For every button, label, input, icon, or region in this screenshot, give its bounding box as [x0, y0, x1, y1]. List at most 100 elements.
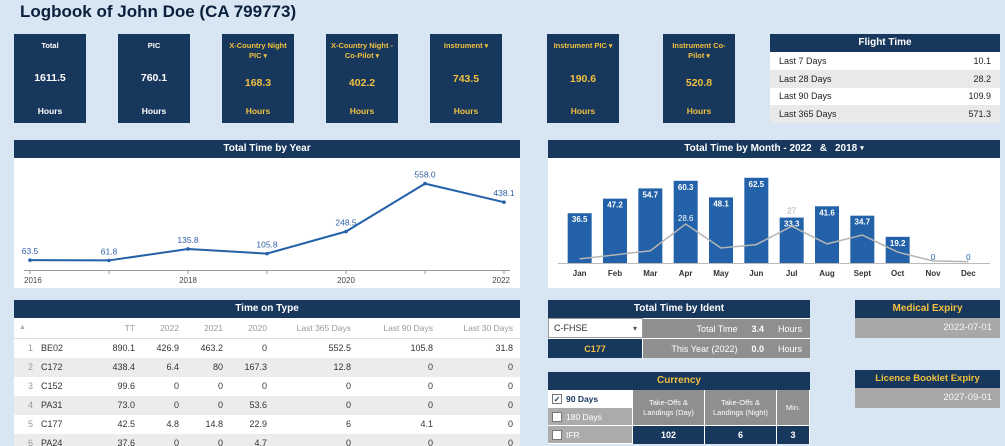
month-chart-title-separator: & — [819, 143, 827, 154]
cell-value: 4.1 — [420, 419, 433, 429]
dropdown-caret-icon: ▾ — [375, 52, 380, 60]
ident-year-value: 0.0 — [751, 343, 764, 354]
column-header[interactable]: Last 90 Days — [383, 323, 433, 333]
kpi-card-6[interactable]: Instrument PIC ▾ 190.6 Hours — [547, 34, 619, 123]
kpi-label: PIC — [147, 41, 161, 50]
currency-title: Currency — [548, 372, 810, 390]
kpi-card-2: PIC 760.1 Hours — [118, 34, 190, 123]
total-time-by-ident-panel: Total Time by Ident C-FHSE ▾ Total Time … — [548, 300, 810, 358]
time-on-type-header-row: ▲ TT 2022 2021 2020 Last 365 Days Last 90 Days… — [14, 318, 520, 339]
ident-highlighted[interactable]: C177 — [548, 338, 643, 358]
currency-panel: Currency ✓ 90 Days 180 Days IFR Take-Offs & … — [548, 372, 810, 444]
currency-option-label: 180 Days — [566, 411, 602, 422]
cell-value: 167.3 — [244, 362, 267, 372]
checkbox-checked-icon[interactable]: ✓ — [552, 393, 562, 404]
svg-text:Apr: Apr — [679, 269, 693, 278]
currency-value: 102 — [633, 426, 705, 444]
cell-value: 0 — [217, 400, 223, 410]
svg-text:2018: 2018 — [179, 276, 197, 285]
cell-value: 80 — [212, 362, 223, 372]
currency-table: ✓ 90 Days 180 Days IFR Take-Offs & Landings … — [548, 390, 810, 444]
time-on-type-title: Time on Type — [14, 300, 520, 318]
kpi-value: 743.5 — [452, 72, 480, 85]
svg-text:62.5: 62.5 — [749, 180, 765, 189]
licence-expiry-panel: Licence Booklet Expiry 2027-09-01 — [855, 370, 1000, 408]
svg-text:2020: 2020 — [337, 276, 355, 285]
ident-select-value: C-FHSE — [554, 323, 588, 333]
flight-time-row-value: 109.9 — [968, 91, 991, 102]
column-header[interactable]: 2022 — [160, 323, 179, 333]
cell-value: 14.8 — [205, 419, 223, 429]
kpi-card-1: Total 1611.5 Hours — [14, 34, 86, 123]
svg-text:0: 0 — [931, 253, 936, 262]
cell-value: 438.4 — [112, 362, 135, 372]
table-row: 1 BE02 890.1 426.9 463.2 0 552.5 105.8 31.8 — [14, 339, 520, 358]
cell-value: 73.0 — [117, 400, 135, 410]
time-on-type-table: ▲ TT 2022 2021 2020 Last 365 Days Last 90 Days… — [14, 318, 520, 446]
column-header[interactable]: 2021 — [204, 323, 223, 333]
currency-option-ifr[interactable]: IFR — [548, 426, 633, 444]
svg-text:Sept: Sept — [854, 269, 872, 278]
month-chart-year-dropdown[interactable]: 2018 ▾ — [835, 140, 864, 158]
svg-text:Feb: Feb — [608, 269, 622, 278]
kpi-card-4[interactable]: X-Country Night - Co-Pilot ▾ 402.2 Hours — [326, 34, 398, 123]
currency-option-180-days[interactable]: 180 Days — [548, 408, 633, 426]
sort-asc-icon[interactable]: ▲ — [19, 324, 26, 331]
dropdown-caret-icon: ▾ — [706, 52, 710, 60]
medical-expiry-date: 2023-07-01 — [855, 318, 1000, 338]
ident-title: Total Time by Ident — [548, 300, 810, 318]
cell-value: 31.8 — [495, 343, 513, 353]
cell-value: 99.6 — [117, 381, 135, 391]
cell-value: 22.9 — [249, 419, 267, 429]
svg-text:34.7: 34.7 — [855, 218, 871, 227]
cell-value: 552.5 — [328, 343, 351, 353]
cell-value: 0 — [427, 362, 433, 372]
cell-value: 12.8 — [333, 362, 351, 372]
licence-expiry-date: 2027-09-01 — [855, 388, 1000, 408]
svg-text:61.8: 61.8 — [101, 246, 118, 256]
dropdown-caret-icon: ▾ — [860, 145, 864, 152]
cell-value: 6.4 — [166, 362, 179, 372]
aircraft-type: PA31 — [41, 400, 63, 410]
table-row: 2 C172 438.4 6.4 80 167.3 12.8 0 0 — [14, 358, 520, 377]
aircraft-type: C152 — [41, 381, 63, 391]
ident-total-row: Total Time 3.4 Hours — [643, 318, 810, 338]
flight-time-row: Last 7 Days 10.1 — [770, 52, 1000, 70]
kpi-card-7[interactable]: Instrument Co-Pilot ▾ 520.8 Hours — [663, 34, 735, 123]
cell-value: 463.2 — [200, 343, 223, 353]
kpi-card-5[interactable]: Instrument ▾ 743.5 Hours — [430, 34, 502, 123]
cell-value: 0 — [427, 400, 433, 410]
cell-value: 0 — [507, 362, 513, 372]
cell-value: 37.6 — [117, 438, 135, 446]
ident-total-unit: Hours — [777, 323, 802, 334]
kpi-value: 520.8 — [685, 77, 713, 90]
flight-time-row-value: 571.3 — [968, 109, 991, 120]
aircraft-type: C172 — [41, 362, 63, 372]
cell-value: 0 — [173, 381, 179, 391]
currency-option-label: 90 Days — [566, 393, 599, 404]
kpi-card-3[interactable]: X-Country Night PIC ▾ 168.3 Hours — [222, 34, 294, 123]
row-number: 6 — [27, 438, 33, 446]
kpi-value: 168.3 — [244, 77, 272, 90]
column-header[interactable]: Last 365 Days — [296, 323, 351, 333]
cell-value: 426.9 — [156, 343, 179, 353]
svg-text:63.5: 63.5 — [22, 246, 39, 256]
cell-value: 890.1 — [112, 343, 135, 353]
svg-text:36.5: 36.5 — [572, 215, 588, 224]
svg-text:Jun: Jun — [749, 269, 763, 278]
kpi-unit: Hours — [349, 106, 375, 116]
ident-select[interactable]: C-FHSE ▾ — [548, 318, 643, 338]
column-header[interactable]: Last 30 Days — [463, 323, 513, 333]
flight-time-row: Last 28 Days 28.2 — [770, 69, 1000, 88]
month-chart: 36.5 47.2 54.7 60.3 48.1 62.5 33.3 41.6 34.7 19.2… — [548, 158, 1000, 293]
flight-time-rows: Last 7 Days 10.1 Last 28 Days 28.2 Last 90 D… — [770, 52, 1000, 123]
column-header[interactable]: TT — [124, 323, 135, 333]
checkbox-icon[interactable] — [552, 411, 562, 422]
cell-value: 0 — [427, 438, 433, 446]
column-header[interactable]: 2020 — [248, 323, 267, 333]
checkbox-icon[interactable] — [552, 429, 562, 440]
currency-option-90-days[interactable]: ✓ 90 Days — [548, 390, 633, 408]
cell-value: 0 — [507, 381, 513, 391]
aircraft-type: PA24 — [41, 438, 63, 446]
kpi-label: Instrument Co-Pilot ▾ — [672, 41, 726, 60]
